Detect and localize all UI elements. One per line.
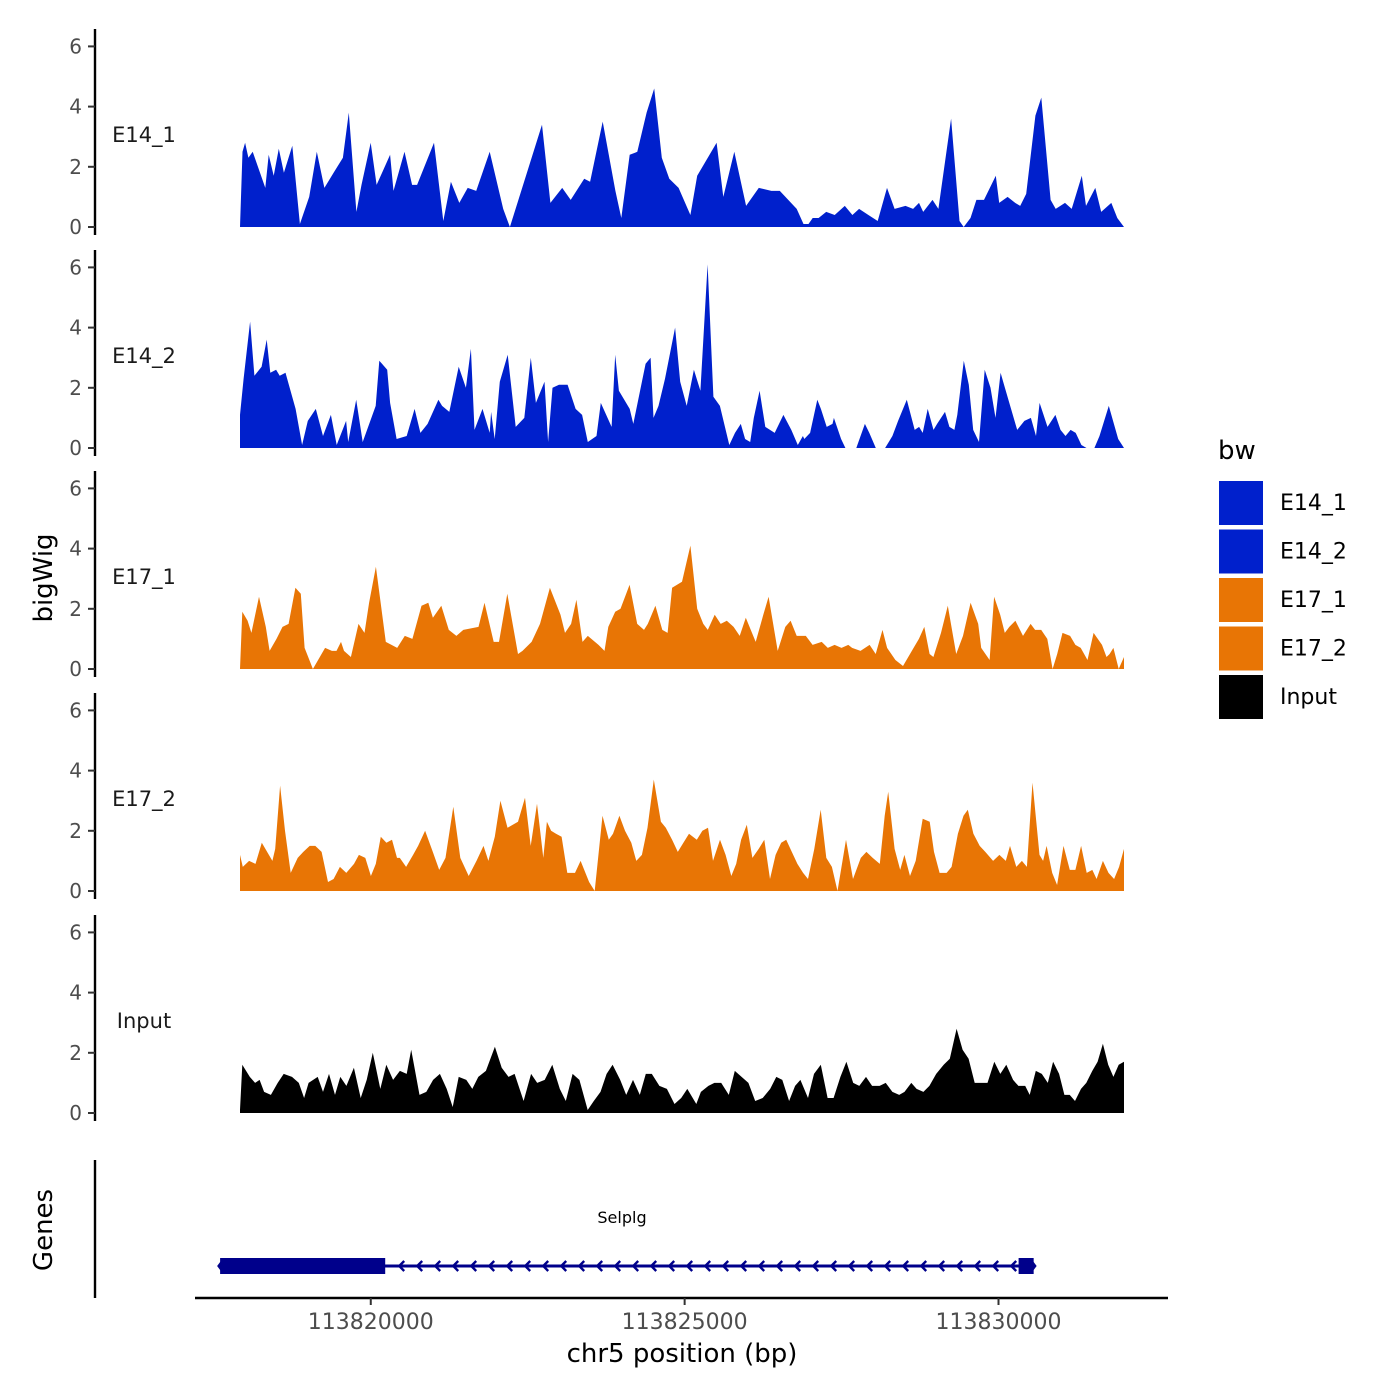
- strand-arrow: [631, 1260, 640, 1272]
- strand-arrow: [559, 1260, 568, 1272]
- legend-label: E17_1: [1280, 588, 1347, 613]
- legend-swatch-Input: [1217, 673, 1265, 721]
- legend-title: bw: [1218, 436, 1256, 466]
- strand-arrow: [775, 1260, 784, 1272]
- legend-swatch-E17_1: [1217, 576, 1265, 624]
- strand-arrow: [523, 1260, 532, 1272]
- strand-arrow: [703, 1260, 712, 1272]
- y-tick-label: 0: [69, 436, 82, 460]
- track-label: E17_1: [112, 565, 176, 590]
- track-label: E17_2: [112, 787, 176, 812]
- strand-arrow: [613, 1260, 622, 1272]
- y-tick-label: 4: [69, 95, 82, 119]
- y-tick-label: 0: [69, 215, 82, 239]
- strand-arrow: [649, 1260, 658, 1272]
- strand-arrow: [505, 1260, 514, 1272]
- legend-label: E17_2: [1280, 637, 1347, 662]
- y-tick-label: 6: [69, 920, 82, 944]
- strand-arrow: [397, 1260, 406, 1272]
- x-tick-label: 113825000: [622, 1310, 748, 1335]
- track-label: Input: [117, 1009, 171, 1033]
- y-tick-label: 6: [69, 698, 82, 722]
- track-E14_2: 0 2 4 6 E14_2: [69, 250, 1124, 460]
- strand-arrow: [955, 1260, 964, 1272]
- legend-swatch-E17_2: [1217, 624, 1265, 673]
- coverage-area-E17_2: [240, 779, 1124, 891]
- legend-label: Input: [1280, 685, 1337, 710]
- strand-arrow: [487, 1260, 496, 1272]
- track-label: E14_1: [112, 123, 176, 148]
- strand-arrow: [973, 1260, 982, 1272]
- strand-arrow: [847, 1260, 856, 1272]
- strand-arrow: [541, 1260, 550, 1272]
- x-axis-title: chr5 position (bp): [567, 1339, 798, 1369]
- strand-arrow: [757, 1260, 766, 1272]
- y-tick-label: 4: [69, 316, 82, 340]
- strand-arrow: [829, 1260, 838, 1272]
- gene-start-cap: [217, 1258, 224, 1274]
- y-axis-title: bigWig: [29, 533, 59, 622]
- y-tick-label: 6: [69, 255, 82, 279]
- legend-swatch-E14_2: [1217, 527, 1265, 576]
- y-tick-label: 2: [69, 1041, 82, 1065]
- y-tick-label: 2: [69, 819, 82, 843]
- legend-swatch-E14_1: [1217, 479, 1265, 527]
- strand-arrow: [991, 1260, 1000, 1272]
- strand-arrow: [433, 1260, 442, 1272]
- y-tick-label: 2: [69, 155, 82, 179]
- y-tick-label: 6: [69, 476, 82, 500]
- x-tick-label: 113830000: [936, 1310, 1062, 1335]
- strand-arrow: [469, 1260, 478, 1272]
- strand-arrow: [901, 1260, 910, 1272]
- track-E17_2: 0 2 4 6 E17_2: [69, 693, 1124, 903]
- y-tick-label: 0: [69, 1101, 82, 1125]
- y-tick-label: 2: [69, 376, 82, 400]
- coverage-area-E14_2: [240, 264, 1124, 448]
- track-label: E14_2: [112, 344, 176, 369]
- strand-arrow: [667, 1260, 676, 1272]
- track-Input: 0 2 4 6 Input: [69, 915, 1124, 1125]
- y-tick-label: 4: [69, 537, 82, 561]
- track-E14_1: 0 2 4 6 E14_1: [69, 29, 1124, 239]
- strand-arrow: [919, 1260, 928, 1272]
- strand-arrow: [937, 1260, 946, 1272]
- y-tick-label: 0: [69, 657, 82, 681]
- strand-arrow: [883, 1260, 892, 1272]
- strand-arrow: [739, 1260, 748, 1272]
- y-tick-label: 0: [69, 879, 82, 903]
- gene-track: Selplg: [93, 1160, 1037, 1298]
- track-E17_1: 0 2 4 6 E17_1: [69, 471, 1124, 681]
- y-tick-label: 6: [69, 34, 82, 58]
- strand-arrow: [721, 1260, 730, 1272]
- coverage-area-Input: [240, 1028, 1124, 1113]
- strand-arrow: [793, 1260, 802, 1272]
- legend-label: E14_1: [1280, 491, 1347, 516]
- coverage-area-E14_1: [240, 88, 1124, 227]
- strand-arrow: [577, 1260, 586, 1272]
- legend-label: E14_2: [1280, 540, 1347, 565]
- strand-arrow: [811, 1260, 820, 1272]
- strand-arrow: [685, 1260, 694, 1272]
- gene-name-label: Selplg: [597, 1208, 646, 1227]
- gene-exon: [1018, 1258, 1034, 1274]
- gene-exon: [220, 1258, 386, 1274]
- gene-end-cap: [1030, 1258, 1037, 1274]
- y-tick-label: 2: [69, 597, 82, 621]
- x-axis: 113820000 113825000 113830000: [195, 1296, 1168, 1335]
- strand-arrow: [415, 1260, 424, 1272]
- legend: bw E14_1 E14_2 E17_1 E17_2 Input: [1217, 436, 1347, 721]
- strand-arrow: [865, 1260, 874, 1272]
- strand-arrow: [595, 1260, 604, 1272]
- x-tick-label: 113820000: [308, 1310, 434, 1335]
- strand-arrow: [451, 1260, 460, 1272]
- genes-axis-title: Genes: [29, 1189, 59, 1271]
- strand-arrow: [1009, 1260, 1018, 1272]
- tracks-layer: 0 2 4 6 E14_1 0 2 4 6 E14_2 0 2 4 6 E17_1 0 2 4 6 E17_2 0 2 4 6…: [69, 29, 1124, 1125]
- y-tick-label: 4: [69, 981, 82, 1005]
- coverage-area-E17_1: [240, 545, 1124, 669]
- y-tick-label: 4: [69, 759, 82, 783]
